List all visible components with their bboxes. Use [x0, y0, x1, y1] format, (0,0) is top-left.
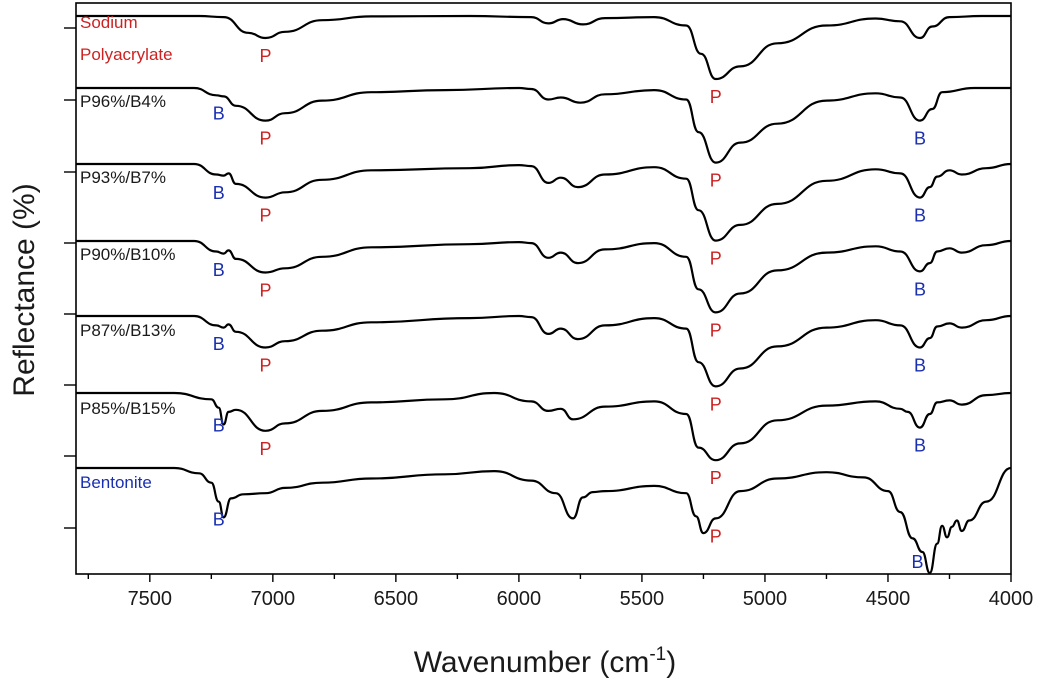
peak-label: B: [213, 416, 225, 436]
peak-label: B: [911, 552, 923, 572]
x-tick-label: 5000: [743, 588, 788, 610]
series-label: Bentonite: [80, 473, 152, 492]
sample-labels: Sodium Polyacrylate P96%/B4% P93%/B7% P90%/B…: [80, 13, 175, 492]
y-axis-ticks: [64, 27, 76, 529]
series-label: P85%/B15%: [80, 399, 175, 418]
peak-label: B: [213, 104, 225, 124]
x-tick-label: 7000: [251, 588, 296, 610]
series-label: P93%/B7%: [80, 168, 166, 187]
series-line: [76, 162, 1012, 242]
plot-frame: [75, 2, 1012, 575]
peak-label: P: [710, 171, 722, 191]
y-axis-title: Reflectance (%): [8, 183, 41, 396]
peak-label: B: [914, 436, 926, 456]
series-line: [75, 86, 1011, 164]
peak-label: B: [914, 279, 926, 299]
peak-label: B: [914, 129, 926, 149]
series-label: P96%/B4%: [80, 92, 166, 111]
peak-label: P: [710, 468, 722, 488]
series-line: [75, 314, 1012, 388]
peak-label: P: [259, 356, 271, 376]
x-tick-label: 7500: [128, 588, 173, 610]
peak-label: P: [259, 129, 271, 149]
series-line: [76, 239, 1012, 314]
x-axis-ticks: 7500 7000 6500 6000 5500 5000 4500 4000: [87, 574, 1034, 610]
peak-label: B: [213, 510, 225, 530]
peak-label: P: [259, 46, 271, 66]
x-axis-title: Wavenumber (cm-1): [414, 644, 677, 679]
series-label: Polyacrylate: [80, 45, 173, 64]
peak-label: B: [914, 356, 926, 376]
series-line: [76, 391, 1012, 462]
peak-label: P: [710, 87, 722, 107]
series-line: [76, 466, 1012, 575]
peak-label: P: [259, 206, 271, 226]
peak-label: P: [259, 281, 271, 301]
x-tick-label: 4000: [989, 588, 1034, 610]
peak-label: B: [213, 260, 225, 280]
x-tick-label: 6000: [497, 588, 542, 610]
plot-area: 7500 7000 6500 6000 5500 5000 4500 4000 Sodium P…: [64, 2, 1034, 610]
peak-label: B: [213, 183, 225, 203]
spectra-curves: [75, 14, 1012, 575]
peak-label: P: [710, 394, 722, 414]
series-label: P90%/B10%: [80, 245, 175, 264]
peak-label: P: [710, 249, 722, 269]
series-label: P87%/B13%: [80, 321, 175, 340]
peak-labels: P P B P P B B P P B B P P B B P P B B P P B B P B: [213, 46, 926, 572]
series-line: [75, 14, 1011, 81]
peak-label: P: [259, 439, 271, 459]
peak-label: P: [710, 320, 722, 340]
peak-label: B: [213, 334, 225, 354]
x-tick-label: 4500: [866, 588, 911, 610]
peak-label: B: [914, 206, 926, 226]
series-label: Sodium: [80, 13, 138, 32]
x-tick-label: 6500: [374, 588, 419, 610]
x-tick-label: 5500: [620, 588, 665, 610]
peak-label: P: [710, 526, 722, 546]
